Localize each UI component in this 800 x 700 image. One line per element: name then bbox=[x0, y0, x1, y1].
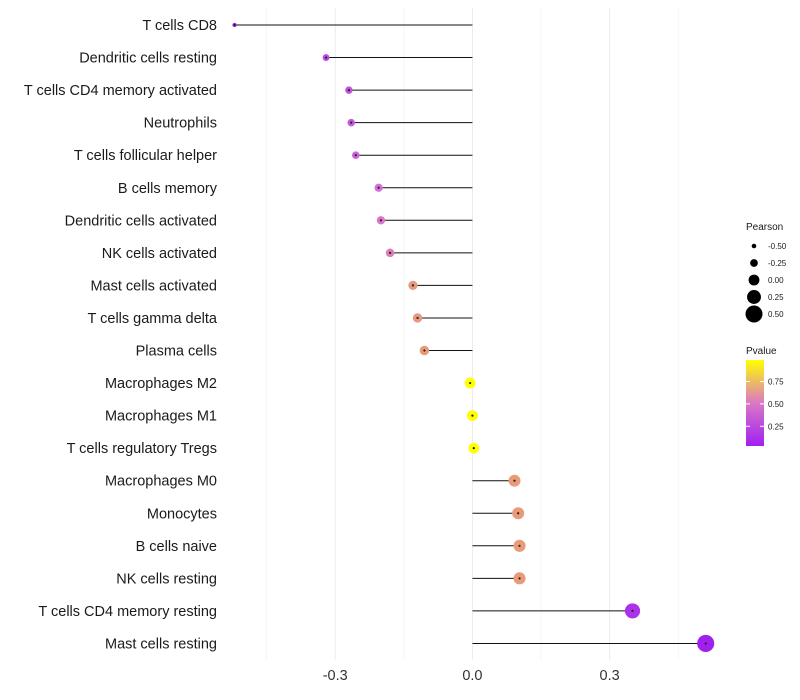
lollipop-point-center bbox=[411, 284, 415, 287]
x-axis-ticks: -0.3 0.0 0.3 bbox=[323, 668, 620, 684]
category-label: Dendritic cells activated bbox=[65, 213, 217, 229]
lollipop-point-center bbox=[631, 609, 634, 613]
category-label: Neutrophils bbox=[144, 116, 217, 132]
pearson-legend-key bbox=[745, 305, 763, 323]
pvalue-legend-label: 0.75 bbox=[768, 378, 784, 387]
category-label: Mast cells activated bbox=[90, 278, 217, 294]
pearson-legend-label: -0.25 bbox=[768, 259, 787, 268]
pearson-size-legend: Pearson -0.50 -0.25 0.00 0.25 0.50 bbox=[745, 222, 787, 323]
category-label: Plasma cells bbox=[136, 344, 217, 360]
category-label: Dendritic cells resting bbox=[79, 51, 217, 67]
lollipop-point-center bbox=[377, 186, 380, 189]
pvalue-color-legend: Pvalue 0.75 0.50 0.25 bbox=[746, 346, 784, 446]
x-tick-label: 0.0 bbox=[462, 668, 482, 684]
category-label: NK cells activated bbox=[102, 246, 217, 262]
category-label: Macrophages M2 bbox=[105, 376, 217, 392]
pearson-legend-label: 0.25 bbox=[768, 293, 784, 302]
category-label: T cells CD4 memory activated bbox=[24, 83, 217, 99]
category-label: T cells gamma delta bbox=[88, 311, 218, 327]
pearson-legend-label: 0.00 bbox=[768, 276, 784, 285]
pearson-legend-label: 0.50 bbox=[768, 310, 784, 319]
category-label: T cells CD8 bbox=[142, 18, 217, 34]
pearson-legend-label: -0.50 bbox=[768, 242, 787, 251]
pvalue-legend-label: 0.50 bbox=[768, 400, 784, 409]
pearson-legend-key bbox=[748, 274, 760, 286]
category-label: T cells CD4 memory resting bbox=[38, 604, 217, 620]
lollipop-point-center bbox=[472, 447, 475, 450]
lollipop-point-center bbox=[704, 642, 707, 645]
lollipop-point-center bbox=[517, 512, 520, 515]
pearson-legend-key bbox=[750, 259, 758, 267]
lollipop-points bbox=[232, 22, 715, 653]
x-tick-label: -0.3 bbox=[323, 668, 348, 684]
category-labels: T cells CD8 Dendritic cells resting T cell… bbox=[24, 18, 218, 652]
lollipop-point-center bbox=[469, 381, 472, 385]
category-label: Mast cells resting bbox=[105, 636, 217, 652]
grid-lines bbox=[266, 8, 679, 660]
category-label: Macrophages M1 bbox=[105, 409, 217, 425]
lollipop-point-center bbox=[513, 479, 516, 482]
category-label: Monocytes bbox=[147, 506, 217, 522]
pvalue-colorbar bbox=[746, 360, 764, 446]
category-label: T cells regulatory Tregs bbox=[67, 441, 217, 457]
lollipop-point-center bbox=[379, 219, 383, 222]
category-label: Macrophages M0 bbox=[105, 474, 217, 490]
category-label: T cells follicular helper bbox=[74, 148, 217, 164]
lollipop-point-center bbox=[388, 251, 392, 254]
lollipop-point-center bbox=[233, 23, 236, 27]
lollipop-point-center bbox=[518, 577, 521, 580]
lollipop-point-center bbox=[324, 56, 328, 59]
pvalue-legend-title: Pvalue bbox=[746, 346, 777, 357]
lollipop-point-center bbox=[471, 414, 474, 417]
lollipop-point-center bbox=[416, 316, 419, 320]
lollipop-point-center bbox=[518, 544, 521, 547]
category-label: B cells memory bbox=[118, 181, 218, 197]
category-label: NK cells resting bbox=[116, 571, 217, 587]
pearson-legend-title: Pearson bbox=[746, 222, 783, 233]
pvalue-legend-label: 0.25 bbox=[768, 422, 784, 431]
lollipop-point-center bbox=[354, 154, 357, 157]
lollipop-stems bbox=[234, 24, 706, 644]
category-label: B cells naive bbox=[136, 539, 217, 555]
pearson-legend-key bbox=[747, 290, 761, 304]
lollipop-point-center bbox=[350, 121, 353, 124]
lollipop-point-center bbox=[347, 89, 351, 92]
lollipop-point-center bbox=[423, 349, 426, 352]
pearson-legend-key bbox=[751, 243, 757, 249]
x-tick-label: 0.3 bbox=[600, 668, 620, 684]
